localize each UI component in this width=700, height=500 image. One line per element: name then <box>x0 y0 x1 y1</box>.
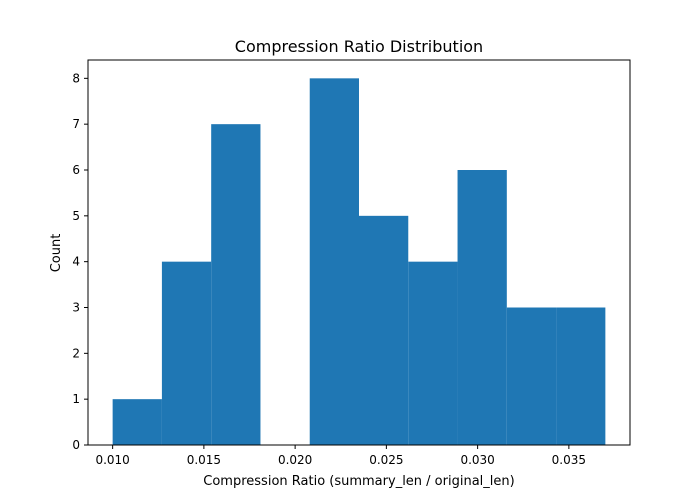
x-tick-label: 0.030 <box>460 453 494 467</box>
x-tick-label: 0.020 <box>278 453 312 467</box>
y-tick-label: 7 <box>72 117 80 131</box>
y-tick-label: 1 <box>72 392 80 406</box>
histogram-bar <box>112 399 162 445</box>
y-tick-label: 2 <box>72 346 80 360</box>
histogram-bar <box>556 307 606 445</box>
y-tick-label: 6 <box>72 163 80 177</box>
y-tick-label: 8 <box>72 71 80 85</box>
histogram-bar <box>211 124 261 446</box>
x-tick-label: 0.035 <box>552 453 586 467</box>
x-tick-label: 0.015 <box>187 453 221 467</box>
histogram-bar <box>408 261 458 445</box>
plot-frame <box>87 59 631 446</box>
y-tick-label: 3 <box>72 301 80 315</box>
histogram-bar <box>359 215 409 445</box>
bars-group <box>112 78 606 446</box>
x-axis-label: Compression Ratio (summary_len / origina… <box>203 474 514 489</box>
histogram-bar <box>161 261 212 445</box>
y-tick-label: 5 <box>72 209 80 223</box>
histogram-bar <box>506 307 557 445</box>
x-tick-label: 0.025 <box>369 453 403 467</box>
y-axis-ticks: 0 1 2 3 4 5 6 7 8 <box>72 71 88 452</box>
y-axis-label: Count <box>49 234 64 273</box>
y-tick-label: 0 <box>72 438 80 452</box>
chart-title: Compression Ratio Distribution <box>235 37 483 56</box>
x-tick-label: 0.010 <box>95 453 129 467</box>
x-axis-ticks: 0.010 0.015 0.020 0.025 0.030 0.035 <box>95 445 586 467</box>
y-tick-label: 4 <box>72 255 80 269</box>
histogram-bar <box>309 78 359 445</box>
histogram-bar <box>457 170 507 445</box>
